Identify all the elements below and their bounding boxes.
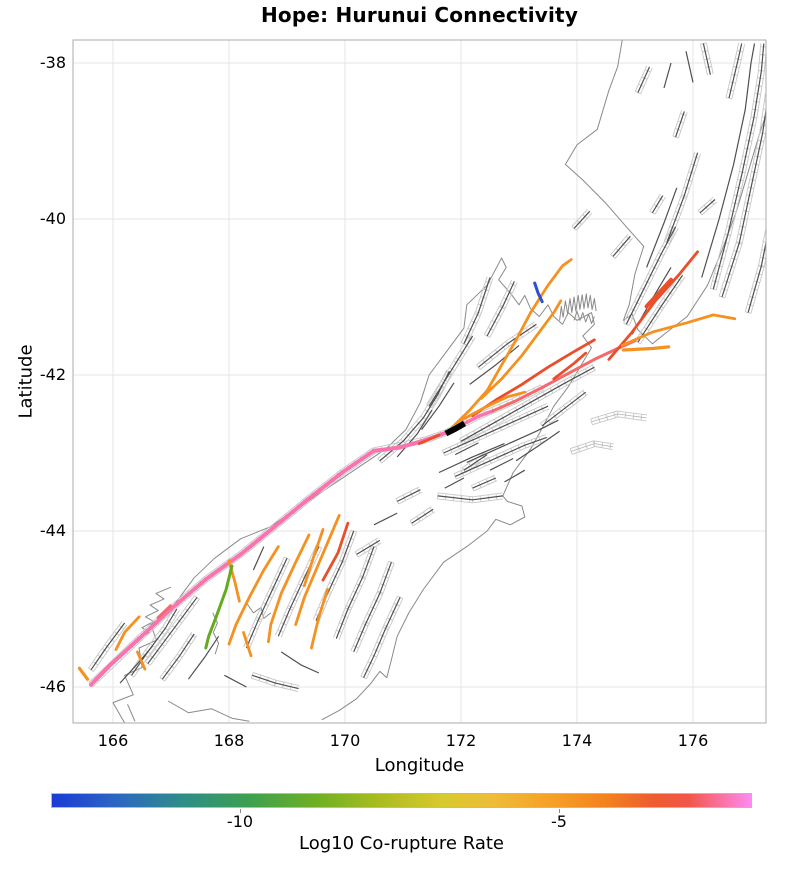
fault-otago-red [321,521,350,582]
fault-otago-orange-1 [227,545,280,646]
y-tick-label: -40 [39,209,66,228]
fault-sw-orange-1 [77,666,90,681]
plot-border [72,39,767,724]
fault-red-west-stub [417,433,441,445]
co-rupture-faults [77,250,737,687]
fault-orange-east-long [620,313,737,347]
fault-green-fault [204,564,234,650]
x-tick-label: 166 [97,731,129,750]
fault-sw-orange-3 [136,650,147,671]
y-tick-label: -46 [39,677,66,696]
y-tick-label: -44 [39,521,66,540]
fault-ni-red-core [644,277,673,309]
fault-orange-mid [459,390,527,422]
colorbar-tick-label: -5 [551,812,567,831]
fault-hope-west [462,409,495,426]
fault-otago-orange-7 [242,631,253,658]
fault-otago-orange-4 [303,528,325,587]
y-tick-label: -42 [39,365,66,384]
x-tick-label: 176 [677,731,709,750]
fault-awatere [479,299,563,400]
x-axis-label: Longitude [374,755,465,776]
fault-otago-orange-5 [310,588,329,650]
fault-blue-fault [533,281,544,304]
x-tick-label: 172 [445,731,477,750]
colorbar-tick-label: -10 [226,812,254,831]
fault-otago-orange-3 [294,514,341,626]
y-axis-label: Latitude [15,344,37,419]
fault-wairau [450,258,573,429]
fault-otago-orange-2 [267,533,311,644]
fault-hope-east [491,339,637,413]
colorbar-tick-mark [559,809,560,813]
fault-kekerengu [552,351,588,381]
fault-ni-red [607,250,699,361]
highlight-section [444,420,467,437]
chart-title: Hope: Hurunui Connectivity [260,3,579,27]
fault-alpine-patch [156,604,172,620]
x-tick-label: 174 [561,731,593,750]
colorbar [51,793,752,808]
colorbar-tick-mark [240,809,241,813]
fault-orange-east-stub [621,345,671,352]
x-tick-label: 170 [329,731,361,750]
colorbar-label: Log10 Co-rupture Rate [299,833,504,854]
x-tick-label: 168 [213,731,245,750]
fault-sw-orange-2 [114,615,141,651]
y-tick-label: -38 [39,53,66,72]
fault-alpine-fault [89,430,448,687]
gridlines [73,40,766,723]
